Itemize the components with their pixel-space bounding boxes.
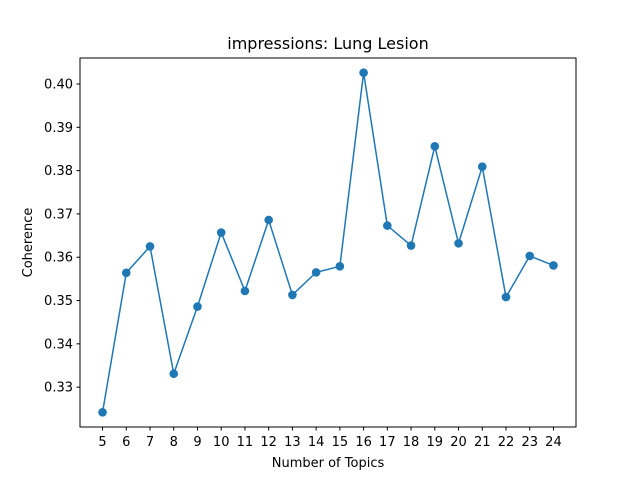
x-tick-label: 20	[450, 435, 467, 450]
x-tick-label: 5	[98, 435, 106, 450]
series-layer	[98, 68, 558, 417]
data-point	[477, 162, 487, 172]
x-tick-label: 11	[237, 435, 254, 450]
data-point	[169, 369, 179, 379]
data-point	[383, 221, 392, 230]
x-tick-label: 18	[403, 435, 420, 450]
x-tick-label: 8	[170, 435, 178, 450]
y-axis-title: Coherence	[21, 208, 36, 278]
x-tick-label: 23	[521, 435, 538, 450]
y-tick-label: 0.36	[44, 251, 73, 266]
y-axis-ticks: 0.33 0.34 0.35 0.36 0.37 0.38 0.39 0.40	[44, 77, 80, 396]
plot-frame	[79, 57, 577, 428]
data-point	[525, 251, 535, 261]
data-point	[216, 228, 226, 237]
data-point	[264, 215, 273, 225]
y-tick-label: 0.33	[44, 381, 73, 396]
x-tick-label: 21	[474, 435, 491, 450]
x-tick-label: 17	[379, 435, 396, 450]
data-point	[359, 68, 368, 78]
y-tick-label: 0.40	[44, 77, 73, 92]
series-line	[101, 71, 554, 413]
chart-title: impressions: Lung Lesion	[227, 34, 428, 53]
y-tick-label: 0.35	[44, 294, 73, 309]
data-point	[454, 239, 463, 248]
data-point	[311, 268, 321, 277]
data-point	[335, 262, 345, 271]
x-tick-label: 12	[260, 435, 277, 450]
y-tick-label: 0.38	[44, 164, 73, 179]
x-tick-label: 13	[284, 435, 301, 450]
x-tick-label: 7	[146, 435, 154, 450]
x-tick-label: 9	[193, 435, 201, 450]
data-point	[121, 268, 131, 278]
data-point	[288, 290, 297, 300]
y-tick-label: 0.37	[44, 207, 73, 222]
x-tick-label: 16	[355, 435, 372, 450]
x-axis-ticks: 5 6 7 8 9 10 11 12 13 14 15 16 17 18 19 20 21 22 23 24	[98, 427, 562, 450]
x-tick-label: 19	[427, 435, 444, 450]
y-tick-label: 0.39	[44, 121, 73, 136]
data-point	[240, 286, 250, 296]
x-tick-label: 24	[545, 435, 562, 450]
data-point	[193, 302, 202, 311]
data-point	[98, 407, 107, 417]
x-tick-label: 22	[498, 435, 515, 450]
data-point	[430, 142, 440, 151]
data-point	[549, 261, 558, 270]
y-tick-label: 0.34	[44, 337, 73, 352]
x-tick-label: 6	[122, 435, 130, 450]
x-tick-label: 14	[308, 435, 325, 450]
x-tick-label: 15	[332, 435, 349, 450]
x-axis-title: Number of Topics	[272, 456, 385, 471]
x-tick-label: 10	[213, 435, 230, 450]
data-point	[406, 241, 416, 250]
data-point	[145, 242, 155, 251]
data-point	[501, 292, 511, 302]
